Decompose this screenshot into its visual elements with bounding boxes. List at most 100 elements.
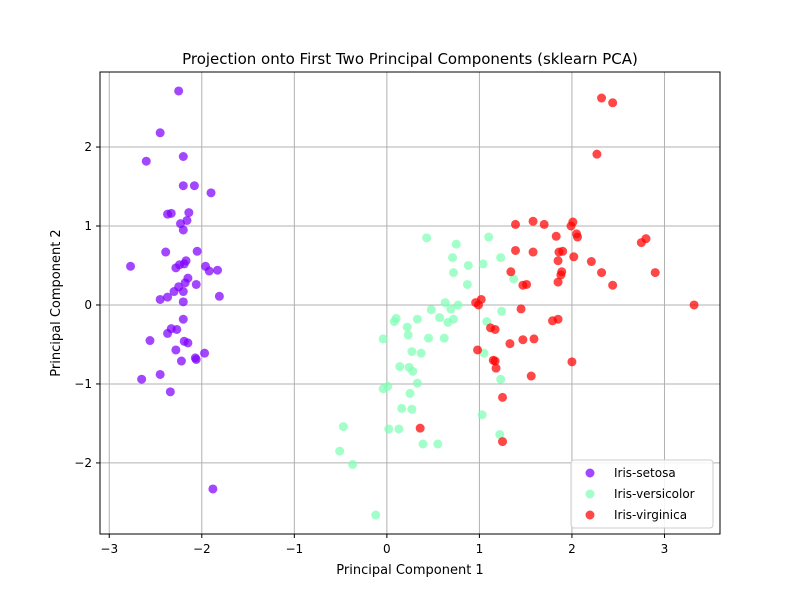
x-tick-label: 0 <box>383 542 391 556</box>
data-point <box>451 239 461 249</box>
data-point <box>415 423 425 433</box>
data-point <box>496 374 506 384</box>
data-point <box>498 392 508 402</box>
data-point <box>491 363 501 373</box>
y-tick-label: −1 <box>74 377 92 391</box>
data-point <box>178 152 188 162</box>
data-point <box>378 384 388 394</box>
data-point <box>529 334 539 344</box>
data-point <box>395 362 405 372</box>
data-point <box>463 260 473 270</box>
data-point <box>405 388 415 398</box>
legend-box <box>570 459 714 529</box>
data-point <box>155 294 165 304</box>
data-points <box>126 86 699 520</box>
axis-ticks: −3 −2 −1 0 1 2 3 −2 −1 0 1 2 <box>74 140 668 556</box>
data-point <box>163 328 173 338</box>
x-tick-label: −1 <box>285 542 303 556</box>
data-point <box>412 314 422 324</box>
data-point <box>378 334 388 344</box>
data-point <box>426 305 436 315</box>
data-point <box>553 314 563 324</box>
legend-marker <box>585 468 595 478</box>
data-point <box>180 278 190 288</box>
data-point <box>178 287 188 297</box>
data-point <box>528 216 538 226</box>
x-tick-label: −2 <box>193 542 211 556</box>
legend-marker <box>585 489 595 499</box>
data-point <box>161 247 171 257</box>
data-point <box>553 256 563 266</box>
data-point <box>214 291 224 301</box>
data-point <box>191 354 201 364</box>
data-point <box>404 362 414 372</box>
data-point <box>433 439 443 449</box>
data-point <box>206 188 216 198</box>
data-point <box>182 215 192 225</box>
data-point <box>165 387 175 397</box>
data-point <box>176 356 186 366</box>
data-point <box>443 317 453 327</box>
data-point <box>407 404 417 414</box>
legend-label: Iris-versicolor <box>614 487 695 501</box>
data-point <box>178 225 188 235</box>
data-point <box>516 304 526 314</box>
data-point <box>394 424 404 434</box>
data-point <box>478 259 488 269</box>
data-point <box>126 261 136 271</box>
data-point <box>505 339 515 349</box>
data-point <box>137 374 147 384</box>
data-point <box>453 300 463 310</box>
y-tick-label: 2 <box>84 140 92 154</box>
legend: Iris-setosa Iris-versicolor Iris-virginica <box>570 459 714 529</box>
data-point <box>608 280 618 290</box>
data-point <box>389 317 399 327</box>
data-point <box>163 292 173 302</box>
data-point <box>650 268 660 278</box>
data-point <box>526 371 536 381</box>
data-point <box>608 98 618 108</box>
data-point <box>597 268 607 278</box>
data-point <box>597 93 607 103</box>
data-point <box>412 378 422 388</box>
data-point <box>476 294 486 304</box>
series-iris-virginica <box>415 93 699 447</box>
x-tick-label: 1 <box>476 542 484 556</box>
data-point <box>208 484 218 494</box>
data-point <box>528 247 538 257</box>
data-point <box>435 313 445 323</box>
series-iris-versicolor <box>335 232 519 520</box>
data-point <box>348 460 358 470</box>
data-point <box>556 270 566 280</box>
data-point <box>497 306 507 316</box>
x-tick-label: 3 <box>661 542 669 556</box>
data-point <box>440 298 450 308</box>
data-point <box>567 357 577 367</box>
data-point <box>572 232 582 242</box>
data-point <box>397 403 407 413</box>
data-point <box>509 274 519 284</box>
data-point <box>473 345 483 355</box>
data-point <box>448 253 458 263</box>
data-point <box>384 424 394 434</box>
y-axis-label: Principal Component 2 <box>49 229 64 376</box>
data-point <box>418 439 428 449</box>
data-point <box>569 252 579 262</box>
data-point <box>183 338 193 348</box>
data-point <box>506 267 516 277</box>
x-axis-label: Principal Component 1 <box>336 563 483 578</box>
data-point <box>416 348 426 358</box>
data-point <box>689 300 699 310</box>
data-point <box>141 156 151 166</box>
data-point <box>539 219 549 229</box>
y-tick-label: −2 <box>74 456 92 470</box>
data-point <box>181 256 191 266</box>
data-point <box>558 246 568 256</box>
legend-label: Iris-setosa <box>614 466 676 480</box>
legend-marker <box>585 510 595 520</box>
data-point <box>424 333 434 343</box>
y-tick-label: 0 <box>84 298 92 312</box>
data-point <box>496 253 506 263</box>
plot-frame <box>99 71 721 535</box>
